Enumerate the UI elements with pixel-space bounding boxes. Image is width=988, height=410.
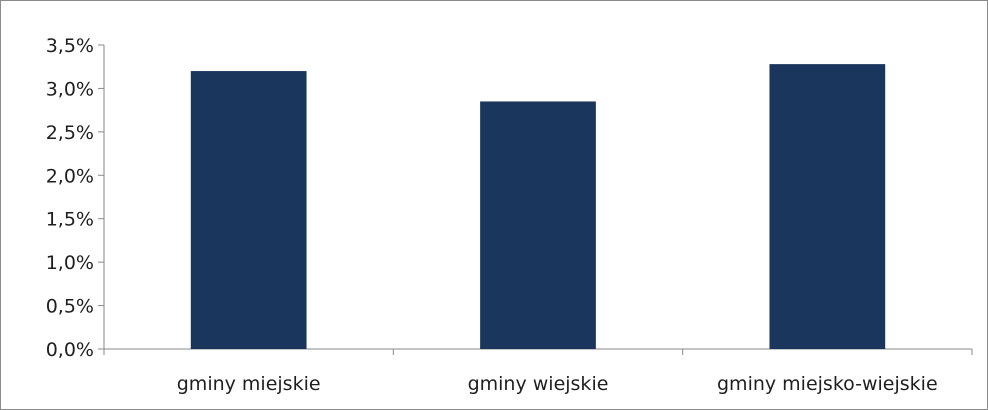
y-tick-label: 1,5%	[46, 209, 94, 231]
y-tick-label: 3,5%	[46, 35, 94, 57]
x-category-label: gminy miejskie	[177, 373, 321, 395]
y-tick-label: 1,0%	[46, 252, 94, 274]
y-axis: 0,0% 0,5% 1,0% 1,5% 2,0% 2,5% 3,0% 3,5%	[46, 35, 104, 361]
y-tick-label: 0,0%	[46, 339, 94, 361]
x-category-label: gminy wiejskie	[468, 373, 609, 395]
bar	[769, 64, 885, 349]
y-tick-label: 2,5%	[46, 122, 94, 144]
x-category-label: gminy miejsko-wiejskie	[717, 373, 938, 395]
y-tick-label: 3,0%	[46, 78, 94, 100]
y-tick-label: 0,5%	[46, 296, 94, 318]
bar	[480, 101, 596, 349]
bar	[191, 71, 307, 349]
x-axis	[104, 349, 972, 355]
category-labels: gminy miejskie gminy wiejskie gminy miejsk…	[177, 373, 938, 395]
bars	[191, 64, 885, 349]
y-tick-label: 2,0%	[46, 165, 94, 187]
